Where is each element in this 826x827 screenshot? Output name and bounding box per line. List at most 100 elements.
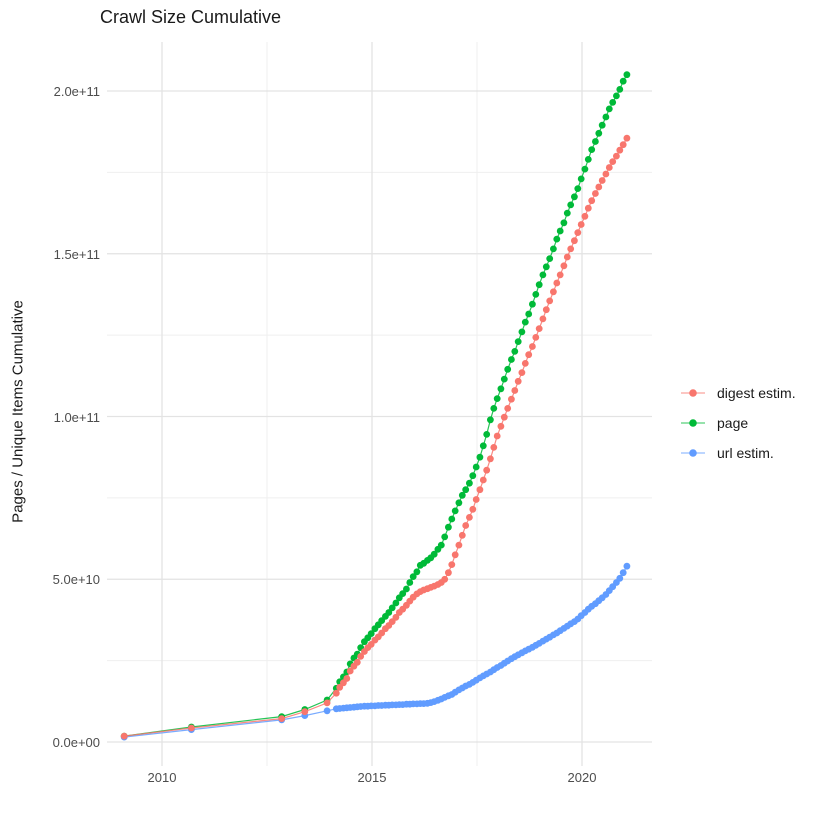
data-point-page [605, 105, 613, 113]
data-point-digest-estim [605, 164, 613, 171]
data-point-digest-estim [323, 699, 331, 707]
data-point-page [490, 405, 498, 412]
data-point-digest-estim [353, 658, 361, 666]
data-point-page [406, 579, 414, 586]
y-tick-label: 5.0e+10 [52, 572, 100, 587]
data-point-page [441, 533, 449, 541]
data-point-page [462, 486, 470, 494]
data-point-digest-estim [553, 279, 561, 287]
data-point-digest-estim [497, 422, 505, 430]
data-point-digest-estim [479, 476, 487, 484]
data-point-page [613, 92, 620, 100]
data-point-page [553, 235, 561, 243]
data-point-digest-estim [581, 212, 589, 220]
y-tick-label: 1.5e+11 [53, 247, 100, 262]
data-point-url-estim [323, 707, 331, 715]
data-point-page [392, 599, 400, 607]
data-point-digest-estim [602, 170, 610, 178]
data-point-page [403, 585, 410, 593]
data-point-page [560, 219, 568, 227]
data-point-page [532, 291, 540, 298]
x-tick-label: 2010 [147, 770, 177, 785]
data-point-digest-estim [532, 334, 540, 341]
data-point-page [500, 375, 508, 383]
data-point-page [525, 310, 533, 318]
data-point-page [529, 300, 536, 308]
data-point-url-estim [619, 569, 627, 577]
data-point-page [595, 129, 603, 137]
data-point-digest-estim [188, 724, 195, 732]
data-point-digest-estim [332, 689, 340, 697]
data-point-digest-estim [550, 288, 557, 296]
legend-key-dot [689, 419, 697, 427]
data-point-page [466, 479, 473, 487]
data-point-digest-estim [392, 613, 400, 621]
data-point-digest-estim [343, 675, 351, 682]
data-point-url-estim [623, 562, 631, 570]
data-point-page [388, 604, 396, 612]
data-point-digest-estim [476, 486, 484, 494]
data-point-digest-estim [542, 306, 550, 314]
data-point-page [437, 541, 445, 549]
data-point-digest-estim [623, 134, 631, 142]
data-point-page [521, 318, 529, 326]
data-point-digest-estim [301, 708, 309, 716]
data-point-digest-estim [448, 561, 456, 568]
data-point-digest-estim [346, 667, 354, 675]
data-point-digest-estim [504, 405, 512, 412]
legend-key-url-icon [681, 449, 705, 457]
data-point-digest-estim [120, 732, 128, 740]
data-point-page [602, 113, 610, 121]
data-point-digest-estim [483, 466, 491, 474]
data-point-page [508, 356, 515, 363]
legend-item-url-estim: url estim. [680, 438, 796, 468]
data-point-page [455, 499, 463, 507]
data-point-page [511, 348, 519, 355]
data-point-digest-estim [556, 271, 564, 279]
legend-item-label: url estim. [717, 445, 774, 461]
data-point-page [504, 365, 512, 373]
data-point-page [567, 201, 575, 209]
series-url-estim [120, 562, 631, 741]
data-point-page [518, 328, 526, 336]
data-point-page [497, 385, 505, 393]
data-point-digest-estim [493, 432, 501, 440]
data-point-digest-estim [472, 496, 480, 503]
data-point-digest-estim [500, 413, 508, 421]
data-point-page [556, 227, 564, 235]
data-point-digest-estim [577, 221, 585, 228]
data-point-digest-estim [574, 229, 582, 237]
data-point-page [598, 121, 606, 129]
data-point-digest-estim [445, 569, 452, 577]
data-point-digest-estim [357, 653, 365, 660]
data-point-digest-estim [336, 683, 344, 691]
data-point-digest-estim [613, 152, 620, 160]
data-point-digest-estim [539, 315, 547, 323]
data-point-page [619, 77, 627, 85]
data-point-page [448, 515, 456, 523]
chart-title: Crawl Size Cumulative [100, 7, 282, 27]
data-point-digest-estim [619, 141, 627, 149]
data-point-page [584, 156, 592, 163]
data-point-digest-estim [458, 531, 466, 539]
data-point-digest-estim [521, 360, 529, 367]
data-point-page [367, 630, 375, 637]
data-point-digest-estim [560, 262, 568, 270]
data-point-digest-estim [508, 395, 515, 403]
data-point-digest-estim [584, 204, 592, 212]
data-point-digest-estim [466, 514, 473, 521]
x-tick-label: 2020 [567, 770, 597, 785]
legend-item-label: digest estim. [717, 385, 796, 401]
data-point-page [535, 281, 543, 289]
data-point-digest-estim [529, 343, 536, 350]
data-point-digest-estim [546, 297, 554, 305]
y-tick-label: 0.0e+00 [52, 735, 100, 750]
data-point-page [458, 491, 466, 499]
data-point-digest-estim [588, 197, 596, 205]
data-point-page [609, 99, 617, 106]
data-point-page [430, 550, 438, 558]
data-point-digest-estim [567, 245, 575, 253]
data-point-page [445, 523, 452, 531]
data-point-page [413, 568, 421, 576]
